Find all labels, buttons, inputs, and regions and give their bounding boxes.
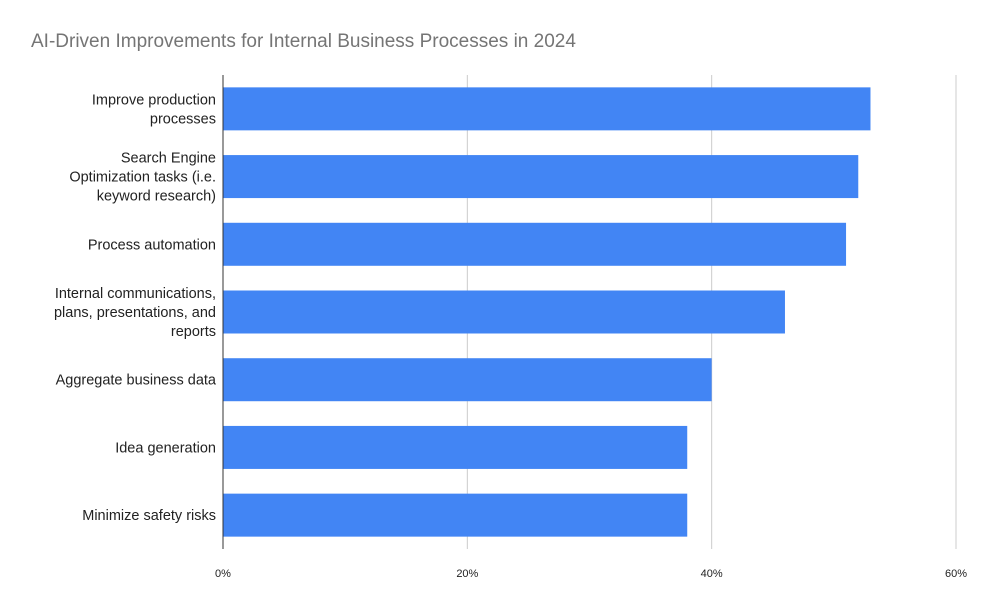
category-label: Internal communications, plans, presentat… [54, 286, 216, 340]
category-label: Idea generation [115, 440, 216, 456]
bar [223, 290, 785, 334]
category-label: Minimize safety risks [82, 508, 216, 524]
bar [223, 87, 871, 131]
tick-labels: 0% 20% 40% 60% [215, 568, 967, 580]
chart-title: AI-Driven Improvements for Internal Busi… [31, 31, 576, 52]
category-label: Process automation [88, 237, 216, 253]
tick-label: 20% [456, 568, 478, 580]
tick-label: 60% [945, 568, 967, 580]
bar [223, 358, 712, 402]
tick-label: 40% [701, 568, 723, 580]
bars [223, 87, 871, 537]
bar [223, 425, 688, 469]
tick-label: 0% [215, 568, 231, 580]
bar [223, 222, 847, 266]
category-label: Improve production processes [92, 92, 216, 127]
category-labels: Improve production processes Search Engine… [54, 92, 217, 524]
category-label: Search Engine Optimization tasks (i.e. key… [69, 151, 216, 205]
category-label: Aggregate business data [56, 373, 217, 389]
bar [223, 493, 688, 537]
bar [223, 155, 859, 199]
